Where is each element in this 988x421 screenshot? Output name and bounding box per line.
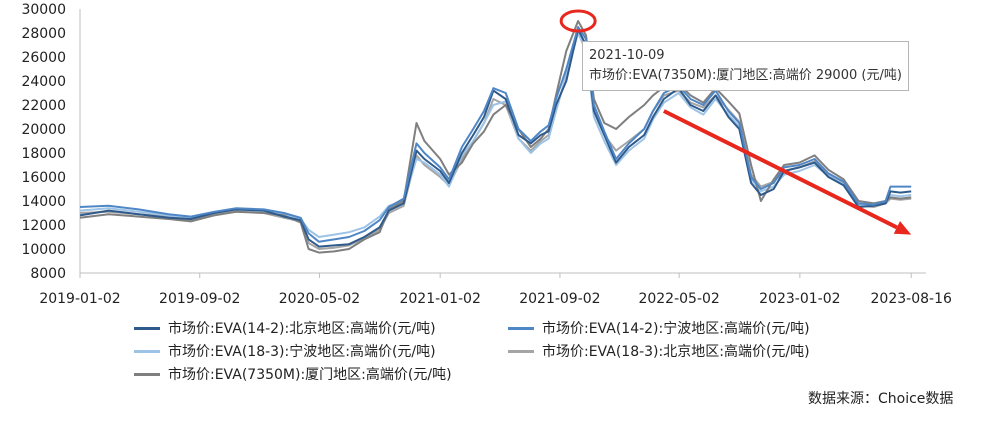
legend-swatch xyxy=(508,326,534,330)
y-tick-label: 14000 xyxy=(21,194,66,210)
legend-swatch xyxy=(508,349,534,353)
y-tick-label: 24000 xyxy=(21,74,66,90)
y-tick-label: 12000 xyxy=(21,218,66,234)
y-tick-label: 10000 xyxy=(21,242,66,258)
trend-arrow-shaft xyxy=(662,109,898,230)
y-tick-label: 18000 xyxy=(21,146,66,162)
x-tick-label: 2020-05-02 xyxy=(279,291,360,307)
legend-item[interactable]: 市场价:EVA(14-2):北京地区:高端价(元/吨) xyxy=(134,318,436,338)
tooltip-value: 市场价:EVA(7350M):厦门地区:高端价 29000 (元/吨) xyxy=(589,68,902,83)
legend-label: 市场价:EVA(18-3):宁波地区:高端价(元/吨) xyxy=(168,344,436,360)
legend-item[interactable]: 市场价:EVA(18-3):北京地区:高端价(元/吨) xyxy=(508,341,810,361)
series-line xyxy=(79,32,912,238)
x-tick-label: 2022-05-02 xyxy=(638,291,719,307)
source-note: 数据来源：Choice数据 xyxy=(808,391,954,407)
trend-arrow-head xyxy=(893,221,912,235)
y-tick-label: 26000 xyxy=(21,50,66,66)
chart-axes: 8000 10000 12000 14000 16000 18000 20000 22000 2… xyxy=(21,2,952,307)
y-tick-label: 16000 xyxy=(21,170,66,186)
x-tick-label: 2021-01-02 xyxy=(399,291,480,307)
legend-item[interactable]: 市场价:EVA(18-3):宁波地区:高端价(元/吨) xyxy=(134,341,436,361)
legend-item[interactable]: 市场价:EVA(7350M):厦门地区:高端价(元/吨) xyxy=(134,364,452,384)
legend-label: 市场价:EVA(7350M):厦门地区:高端价(元/吨) xyxy=(168,367,452,383)
x-tick-label: 2019-09-02 xyxy=(159,291,240,307)
legend-swatch xyxy=(134,326,160,330)
legend-label: 市场价:EVA(14-2):宁波地区:高端价(元/吨) xyxy=(542,321,810,337)
series-line xyxy=(79,28,912,248)
highlight-circle xyxy=(559,9,597,33)
y-tick-label: 20000 xyxy=(21,122,66,138)
legend-label: 市场价:EVA(18-3):北京地区:高端价(元/吨) xyxy=(542,344,810,360)
y-tick-label: 30000 xyxy=(21,2,66,18)
x-tick-label: 2019-01-02 xyxy=(39,291,120,307)
y-tick-label: 8000 xyxy=(30,266,66,282)
legend-swatch xyxy=(134,349,160,353)
annotation-layer xyxy=(559,9,912,235)
x-tick-label: 2023-01-02 xyxy=(759,291,840,307)
y-tick-label: 22000 xyxy=(21,98,66,114)
y-tick-label: 28000 xyxy=(21,26,66,42)
x-tick-label: 2021-09-02 xyxy=(519,291,600,307)
legend-item[interactable]: 市场价:EVA(14-2):宁波地区:高端价(元/吨) xyxy=(508,318,810,338)
legend-label: 市场价:EVA(14-2):北京地区:高端价(元/吨) xyxy=(168,321,436,337)
legend-swatch xyxy=(134,372,160,376)
x-tick-label: 2023-08-16 xyxy=(871,291,952,307)
tooltip-date: 2021-10-09 xyxy=(589,48,665,63)
data-tooltip: 2021-10-09 市场价:EVA(7350M):厦门地区:高端价 29000… xyxy=(582,41,909,91)
